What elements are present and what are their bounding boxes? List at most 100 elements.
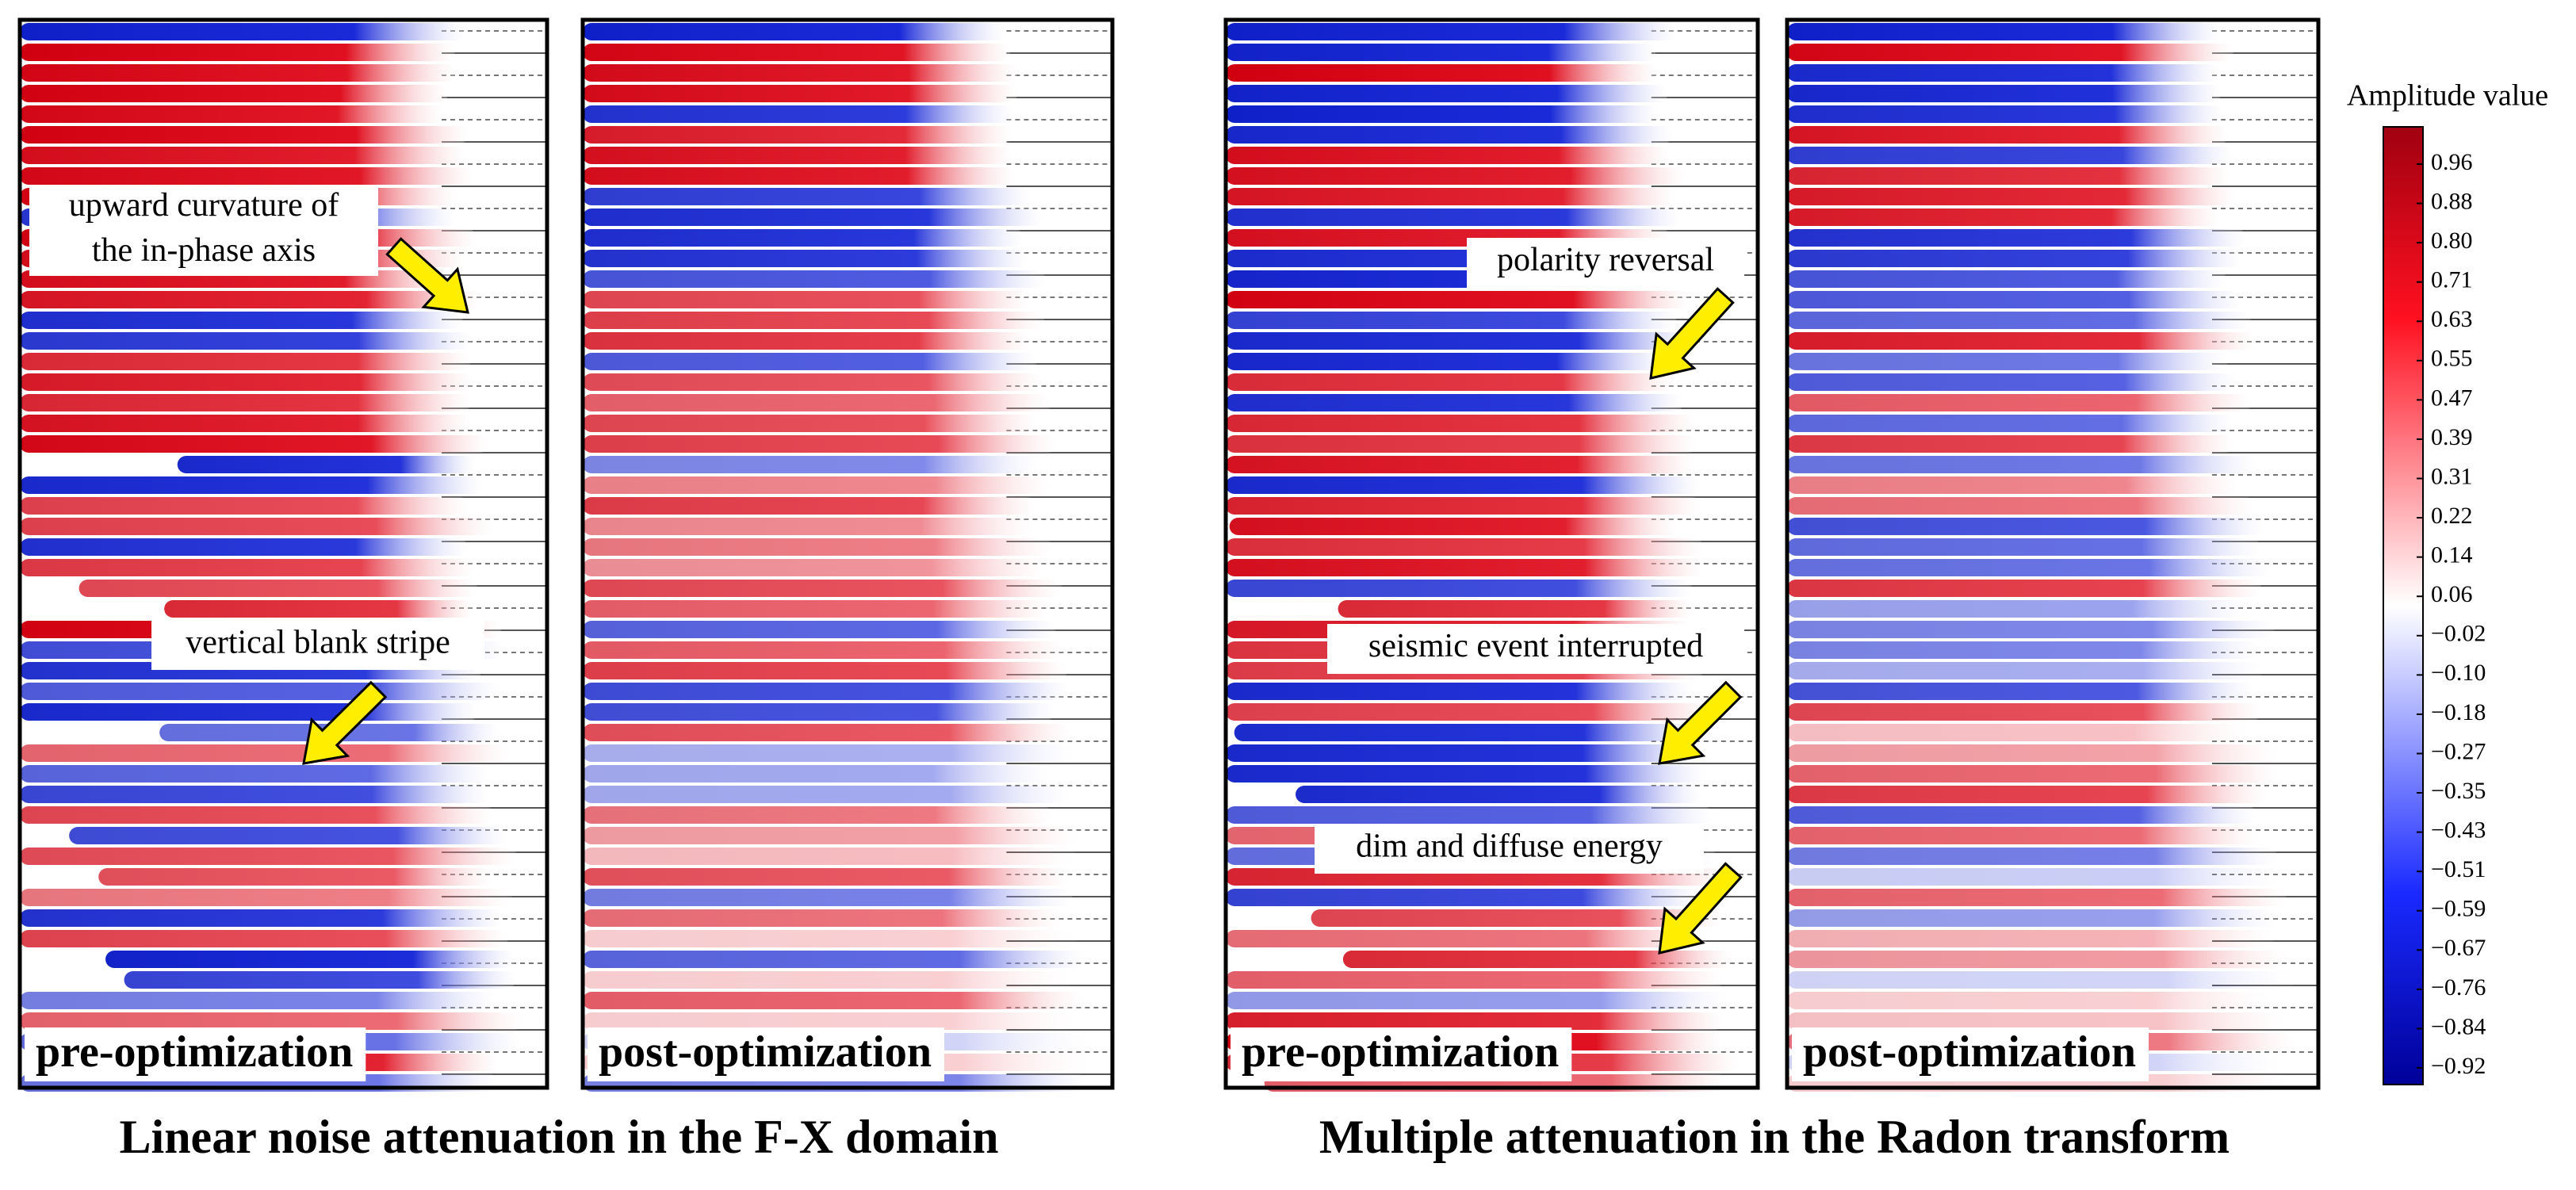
- annotation-box: [1327, 624, 1744, 674]
- amplitude-stripe: [1226, 126, 1673, 143]
- colorbar-tick-label: −0.02: [2431, 621, 2486, 647]
- amplitude-stripe: [1226, 23, 1677, 40]
- annotation-text: upward curvature of: [69, 187, 339, 224]
- amplitude-stripe: [1787, 497, 2256, 515]
- amplitude-stripe: [20, 497, 469, 515]
- arrow: [385, 237, 469, 314]
- amplitude-stripe: [1787, 930, 2275, 947]
- amplitude-stripe: [20, 332, 472, 350]
- colorbar-tick-label: 0.88: [2431, 188, 2473, 214]
- amplitude-stripe: [583, 662, 1068, 679]
- amplitude-stripe: [583, 105, 1014, 123]
- amplitude-stripe: [583, 744, 1075, 762]
- panel-frame: [1223, 17, 1760, 1090]
- annotation: upward curvature of the in-phase axis: [29, 186, 469, 314]
- annotation: dim and diffuse energy: [1315, 825, 1743, 955]
- amplitude-stripe: [1226, 435, 1698, 453]
- arrow: [1649, 287, 1735, 380]
- seismic-panel: pre-optimization: [17, 17, 549, 1092]
- panel-label: post-optimization: [1803, 1027, 2136, 1077]
- colorbar-tick-label: −0.43: [2431, 817, 2486, 843]
- annotation-box: [29, 186, 378, 276]
- annotation-text: seismic event interrupted: [1368, 628, 1703, 664]
- amplitude-stripe: [98, 868, 493, 886]
- amplitude-stripe: [20, 992, 496, 1009]
- amplitude-stripe: [1226, 930, 1707, 947]
- amplitude-stripe: [1787, 394, 2252, 411]
- colorbar-tick-label: −0.27: [2431, 738, 2486, 764]
- amplitude-stripe: [583, 703, 1055, 721]
- amplitude-stripe: [583, 889, 1073, 906]
- annotation-box: [1315, 825, 1704, 874]
- amplitude-stripe: [583, 44, 1011, 61]
- amplitude-stripe: [1787, 744, 2279, 762]
- amplitude-stripe: [20, 518, 494, 535]
- amplitude-stripe: [583, 518, 1035, 535]
- amplitude-stripe: [583, 621, 1056, 638]
- amplitude-stripe: [20, 415, 471, 432]
- amplitude-stripe: [1787, 312, 2251, 329]
- amplitude-stripe: [1338, 600, 1694, 618]
- amplitude-stripe: [1226, 538, 1703, 556]
- amplitude-stripe: [583, 126, 1012, 143]
- amplitude-stripe: [1226, 580, 1692, 597]
- amplitude-stripe: [583, 435, 1057, 453]
- amplitude-stripe: [1787, 250, 2242, 267]
- amplitude-stripe: [20, 147, 466, 164]
- amplitude-stripe: [583, 992, 1085, 1009]
- amplitude-stripe: [583, 23, 1006, 40]
- amplitude-stripe: [20, 889, 513, 906]
- amplitude-stripe: [583, 971, 1071, 989]
- amplitude-stripe: [583, 147, 1013, 164]
- amplitude-stripe: [583, 291, 1032, 308]
- amplitude-stripe: [1787, 476, 2239, 494]
- amplitude-stripe: [583, 641, 1065, 659]
- amplitude-stripe: [1226, 992, 1727, 1009]
- amplitude-stripe: [20, 744, 511, 762]
- amplitude-stripe: [20, 683, 500, 700]
- amplitude-stripe: [20, 435, 489, 453]
- amplitude-stripe: [1787, 435, 2235, 453]
- colorbar-tick-label: −0.10: [2431, 660, 2486, 686]
- amplitude-stripe: [583, 85, 1018, 102]
- amplitude-stripe: [1787, 580, 2262, 597]
- amplitude-stripe: [1787, 724, 2250, 741]
- annotations: upward curvature of the in-phase axis vert…: [29, 186, 1744, 955]
- amplitude-stripe: [1787, 827, 2259, 844]
- colorbar-tick-label: 0.63: [2431, 306, 2473, 332]
- amplitude-stripe: [20, 703, 478, 721]
- amplitude-stripe: [1787, 229, 2246, 247]
- amplitude-stripe: [1226, 744, 1701, 762]
- colorbar-tick-label: −0.84: [2431, 1013, 2486, 1039]
- amplitude-stripe: [583, 209, 1044, 226]
- colorbar-tick-label: −0.67: [2431, 935, 2486, 961]
- colorbar-tick-label: 0.47: [2431, 385, 2473, 411]
- amplitude-stripe: [1226, 85, 1668, 102]
- amplitude-stripe: [1787, 641, 2260, 659]
- amplitude-stripe: [1787, 909, 2278, 927]
- amplitude-stripe: [1787, 456, 2258, 473]
- amplitude-stripe: [1787, 806, 2257, 824]
- amplitude-stripe: [1226, 456, 1694, 473]
- amplitude-stripe: [1787, 538, 2260, 556]
- colorbar-tick-label: 0.96: [2431, 149, 2473, 175]
- amplitude-stripe: [1787, 44, 2233, 61]
- colorbar-title: Amplitude value: [2347, 79, 2548, 113]
- amplitude-stripe: [1787, 332, 2256, 350]
- amplitude-stripe: [1226, 188, 1676, 205]
- seismic-panel: post-optimization: [1785, 17, 2321, 1092]
- amplitude-stripe: [583, 951, 1085, 968]
- amplitude-stripe: [583, 229, 1024, 247]
- amplitude-stripe: [1787, 126, 2230, 143]
- amplitude-stripe: [1787, 291, 2243, 308]
- amplitude-stripe: [1226, 312, 1677, 329]
- amplitude-stripe: [78, 580, 477, 597]
- amplitude-stripe: [1226, 476, 1701, 494]
- amplitude-stripe: [1296, 786, 1702, 803]
- amplitude-stripe: [1226, 497, 1701, 515]
- seismic-panel: post-optimization: [580, 17, 1115, 1092]
- amplitude-stripe: [20, 786, 489, 803]
- panel-label: pre-optimization: [36, 1027, 353, 1077]
- amplitude-stripe: [20, 848, 517, 865]
- amplitude-stripe: [583, 456, 1039, 473]
